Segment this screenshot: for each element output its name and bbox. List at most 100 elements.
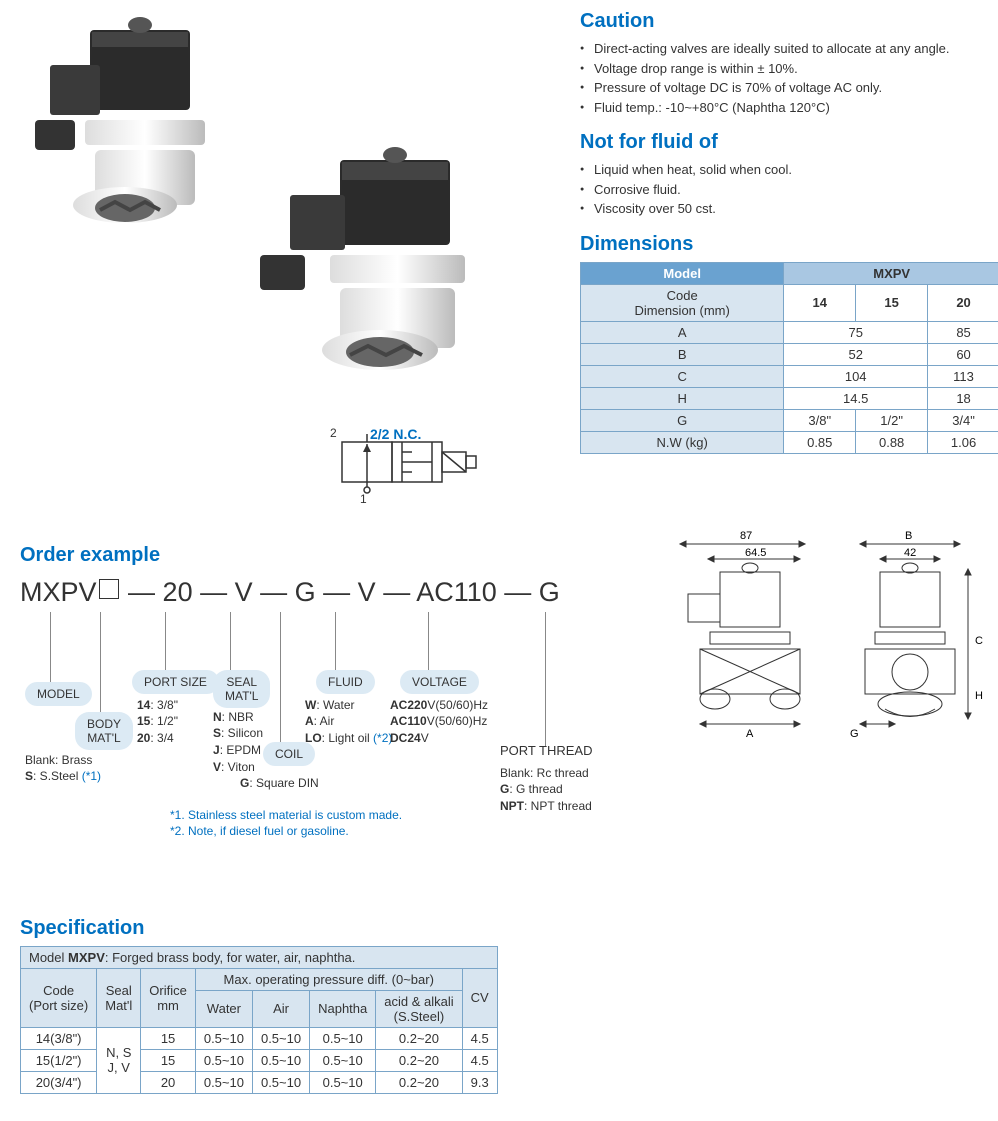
dim-cell: 0.88 — [856, 431, 928, 453]
spec-title: Specification — [20, 917, 998, 940]
notfor-item: Corrosive fluid. — [580, 180, 998, 200]
order-code-string: MXPV — 20 — V — G — V — AC110 — G — [20, 577, 640, 608]
spec-cell: 0.5~10 — [252, 1049, 309, 1071]
dim-cell: 52 — [784, 343, 928, 365]
callout-model: MODEL — [25, 682, 92, 706]
spec-code-cell: 14(3/8") — [21, 1027, 97, 1049]
port-2-label: 2 — [330, 426, 337, 440]
spec-cell: 4.5 — [462, 1027, 497, 1049]
spec-cell: 9.3 — [462, 1071, 497, 1093]
dim-row-header: H — [581, 387, 784, 409]
spec-cell: 20 — [141, 1071, 196, 1093]
spec-cell: 15 — [141, 1049, 196, 1071]
dim-codedim-label: Code Dimension (mm) — [581, 284, 784, 321]
caution-title: Caution — [580, 10, 998, 33]
dim-row-header: A — [581, 321, 784, 343]
footnote-1: *1. Stainless steel material is custom m… — [170, 807, 402, 824]
dim-col: 14 — [784, 284, 856, 321]
dim-cell: 75 — [784, 321, 928, 343]
spec-cell: 0.5~10 — [310, 1049, 376, 1071]
spec-h-cv: CV — [462, 968, 497, 1027]
dim-cell: 3/8" — [784, 409, 856, 431]
dimensions-table: Model MXPV Code Dimension (mm) 14 15 20 … — [580, 262, 998, 454]
spec-cell: 0.5~10 — [195, 1027, 252, 1049]
dim-C: C — [975, 635, 983, 647]
schematic-symbol: 2 2/2 N.C. 1 — [330, 430, 510, 503]
spec-h-acid: acid & alkali (S.Steel) — [376, 990, 462, 1027]
caution-item: Pressure of voltage DC is 70% of voltage… — [580, 78, 998, 98]
callout-seal: SEAL MAT'L — [213, 670, 270, 708]
caution-item: Direct-acting valves are ideally suited … — [580, 39, 998, 59]
spec-h-orifice: Orifice mm — [141, 968, 196, 1027]
dim-cell: 18 — [928, 387, 998, 409]
spec-cell: 0.2~20 — [376, 1049, 462, 1071]
dim-cell: 14.5 — [784, 387, 928, 409]
order-example-title: Order example — [20, 544, 640, 567]
dim-G: G — [850, 728, 859, 740]
dim-row-header: G — [581, 409, 784, 431]
spec-cell: 0.5~10 — [310, 1027, 376, 1049]
spec-code-cell: 20(3/4") — [21, 1071, 97, 1093]
spec-cell: 4.5 — [462, 1049, 497, 1071]
dim-row-header: C — [581, 365, 784, 387]
dim-cell: 85 — [928, 321, 998, 343]
callout-port: PORT SIZE — [132, 670, 219, 694]
voltage-text: AC220V(50/60)HzAC110V(50/60)HzDC24V — [390, 697, 488, 747]
spec-h-air: Air — [252, 990, 309, 1027]
seal-matl-text: N: NBRS: SiliconJ: EPDMV: Viton — [213, 709, 263, 776]
dim-cell: 113 — [928, 365, 998, 387]
callout-fluid: FLUID — [316, 670, 375, 694]
spec-model-desc: Model MXPV: Forged brass body, for water… — [21, 946, 498, 968]
caution-item: Fluid temp.: -10~+80°C (Naphtha 120°C) — [580, 98, 998, 118]
callout-voltage: VOLTAGE — [400, 670, 479, 694]
dim-H: H — [975, 690, 983, 702]
notfor-item: Liquid when heat, solid when cool. — [580, 160, 998, 180]
thread-text: Blank: Rc threadG: G threadNPT: NPT thre… — [500, 765, 592, 815]
spec-h-seal: Seal Mat'l — [97, 968, 141, 1027]
spec-cell: 0.5~10 — [195, 1071, 252, 1093]
dim-cell: 104 — [784, 365, 928, 387]
spec-h-code: Code (Port size) — [21, 968, 97, 1027]
spec-cell: 0.5~10 — [310, 1071, 376, 1093]
spec-cell: 15 — [141, 1027, 196, 1049]
order-code-diagram: MXPV — 20 — V — G — V — AC110 — G MODEL … — [20, 577, 640, 907]
spec-seal-cell: N, S J, V — [97, 1027, 141, 1093]
dim-645: 64.5 — [745, 547, 766, 559]
product-illustration-1 — [30, 10, 250, 270]
dim-row-header: N.W (kg) — [581, 431, 784, 453]
caution-item: Voltage drop range is within ± 10%. — [580, 59, 998, 79]
spec-h-naphtha: Naphtha — [310, 990, 376, 1027]
spec-cell: 0.5~10 — [195, 1049, 252, 1071]
callout-thread: PORT THREAD — [500, 742, 592, 760]
footnote-2: *2. Note, if diesel fuel or gasoline. — [170, 823, 349, 840]
spec-h-maxop: Max. operating pressure diff. (0~bar) — [195, 968, 462, 990]
spec-cell: 0.2~20 — [376, 1027, 462, 1049]
dim-B: B — [905, 530, 912, 542]
dim-col: 20 — [928, 284, 998, 321]
dim-cell: 1/2" — [856, 409, 928, 431]
spec-cell: 0.5~10 — [252, 1071, 309, 1093]
notfor-title: Not for fluid of — [580, 131, 998, 154]
fluid-text: W: WaterA: AirLO: Light oil (*2) — [305, 697, 392, 747]
dim-42: 42 — [904, 547, 916, 559]
coil-text: G: Square DIN — [240, 775, 319, 792]
spec-table: Model MXPV: Forged brass body, for water… — [20, 946, 498, 1094]
dim-87: 87 — [740, 530, 752, 542]
product-illustration-2 — [250, 140, 500, 420]
dimensions-title: Dimensions — [580, 233, 998, 256]
notfor-item: Viscosity over 50 cst. — [580, 199, 998, 219]
dim-mxpv-header: MXPV — [784, 262, 998, 284]
dim-cell: 1.06 — [928, 431, 998, 453]
dim-cell: 3/4" — [928, 409, 998, 431]
info-column: Caution Direct-acting valves are ideally… — [580, 10, 998, 454]
dim-A: A — [746, 728, 754, 740]
caution-list: Direct-acting valves are ideally suited … — [580, 39, 998, 117]
port-1-label: 1 — [360, 492, 367, 506]
dim-cell: 60 — [928, 343, 998, 365]
dim-row-header: B — [581, 343, 784, 365]
spec-cell: 0.5~10 — [252, 1027, 309, 1049]
spec-h-water: Water — [195, 990, 252, 1027]
spec-cell: 0.2~20 — [376, 1071, 462, 1093]
product-photo-area: 2 2/2 N.C. 1 — [20, 10, 560, 410]
valve-type-label: 2/2 N.C. — [370, 426, 421, 442]
